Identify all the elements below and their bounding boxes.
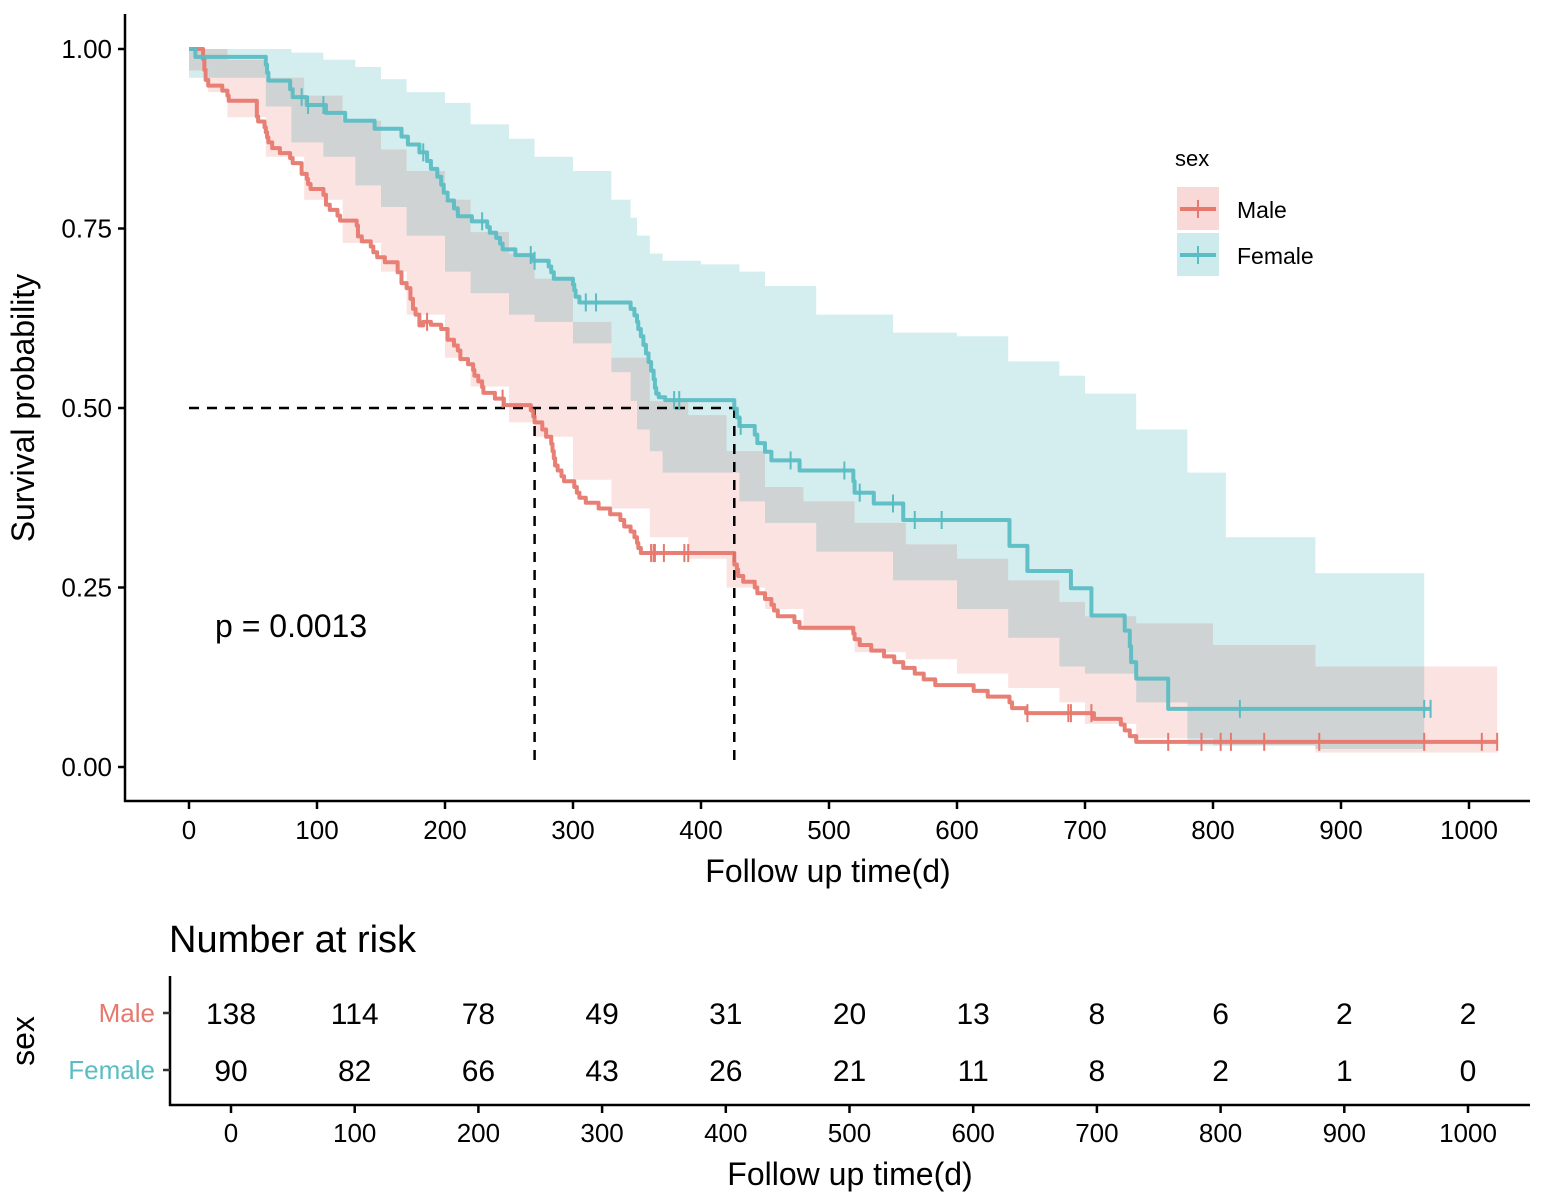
survival-curve-male: [189, 47, 1498, 744]
risk-cell-female: 11: [958, 1055, 989, 1088]
risk-cell-female: 8: [1089, 1055, 1106, 1088]
risk-x-tick-label: 900: [1323, 1118, 1366, 1148]
risk-x-tick-label: 400: [704, 1118, 747, 1148]
risk-x-tick-label: 500: [828, 1118, 871, 1148]
risk-x-tick-label: 600: [952, 1118, 995, 1148]
risk-x-tick-label: 700: [1075, 1118, 1118, 1148]
risk-cell-female: 21: [833, 1055, 866, 1088]
risk-x-axis-title: Follow up time(d): [727, 1156, 972, 1192]
x-tick-label: 400: [679, 815, 722, 845]
x-tick-label: 1000: [1440, 815, 1498, 845]
legend-item-male: Male: [1177, 187, 1287, 230]
risk-cell-female: 0: [1460, 1055, 1477, 1088]
risk-row-axis-title: sex: [5, 1016, 41, 1066]
risk-cell-male: 49: [585, 998, 618, 1031]
risk-cell-male: 6: [1212, 998, 1229, 1031]
risk-x-tick-label: 1000: [1439, 1118, 1497, 1148]
x-ticks: 0 100 200 300 400 500 600 700 800 900 1000: [182, 801, 1498, 845]
risk-x-ticks: 0 100 200 300 400 500 600 700 800 900 1000: [224, 1105, 1497, 1148]
x-tick-label: 200: [423, 815, 466, 845]
risk-cell-female: 43: [585, 1055, 618, 1088]
y-axis-title: Survival probability: [5, 274, 41, 543]
legend-label-male: Male: [1237, 197, 1287, 223]
y-tick-label: 0.25: [61, 573, 112, 603]
risk-cell-male: 20: [833, 998, 866, 1031]
risk-row-label-male: Male: [99, 998, 155, 1028]
risk-cell-male: 2: [1336, 998, 1353, 1031]
y-tick-label: 0.75: [61, 214, 112, 244]
survival-curve-female: [189, 47, 1431, 711]
x-tick-label: 500: [807, 815, 850, 845]
risk-cell-female: 26: [709, 1055, 742, 1088]
risk-x-tick-label: 800: [1199, 1118, 1242, 1148]
risk-cell-female: 66: [462, 1055, 495, 1088]
x-axis-title: Follow up time(d): [705, 853, 950, 889]
x-tick-label: 100: [295, 815, 338, 845]
x-tick-label: 600: [935, 815, 978, 845]
x-tick-label: 0: [182, 815, 196, 845]
risk-table-title: Number at risk: [169, 919, 417, 961]
y-tick-label: 0.00: [61, 752, 112, 782]
legend: sex Male Female: [1175, 146, 1314, 276]
risk-cell-male: 138: [206, 998, 256, 1031]
median-lines: [189, 406, 736, 767]
risk-cell-male: 78: [462, 998, 495, 1031]
risk-cell-female: 82: [338, 1055, 371, 1088]
risk-cell-female: 1: [1336, 1055, 1353, 1088]
legend-title: sex: [1175, 146, 1209, 171]
risk-x-tick-label: 0: [224, 1118, 238, 1148]
ci-band-female: [189, 49, 1425, 750]
risk-x-tick-label: 100: [333, 1118, 376, 1148]
risk-table: Number at risk sex Male 138 114 78 49 31 20 13 8…: [5, 919, 1530, 1192]
x-tick-label: 800: [1191, 815, 1234, 845]
p-value-annotation: p = 0.0013: [215, 608, 367, 644]
legend-label-female: Female: [1237, 243, 1314, 269]
legend-item-female: Female: [1177, 233, 1314, 276]
confidence-bands: [189, 49, 1498, 760]
risk-cell-male: 2: [1460, 998, 1477, 1031]
x-tick-label: 700: [1063, 815, 1106, 845]
y-tick-label: 1.00: [61, 34, 112, 64]
risk-x-tick-label: 200: [457, 1118, 500, 1148]
risk-cell-male: 114: [331, 998, 379, 1031]
survival-curves: [189, 47, 1499, 751]
risk-cell-male: 31: [709, 998, 742, 1031]
risk-x-tick-label: 300: [580, 1118, 623, 1148]
y-ticks: 0.00 0.25 0.50 0.75 1.00: [61, 34, 125, 782]
risk-cell-male: 13: [957, 998, 990, 1031]
x-tick-label: 300: [551, 815, 594, 845]
risk-cell-female: 2: [1212, 1055, 1229, 1088]
risk-cell-female: 90: [214, 1055, 247, 1088]
risk-row-label-female: Female: [68, 1055, 155, 1085]
y-tick-label: 0.50: [61, 393, 112, 423]
x-tick-label: 900: [1319, 815, 1362, 845]
risk-cell-male: 8: [1089, 998, 1106, 1031]
